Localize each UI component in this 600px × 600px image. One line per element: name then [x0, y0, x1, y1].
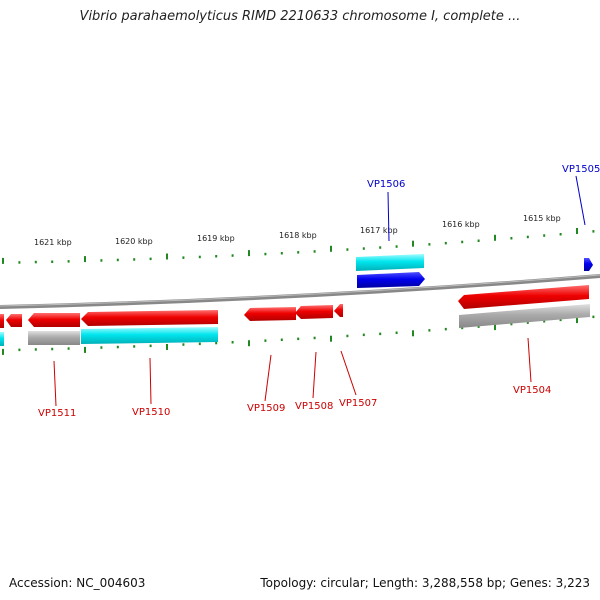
gene-VP1510-feature[interactable]	[81, 310, 218, 344]
gene-label-VP1507[interactable]: VP1507	[339, 398, 377, 409]
leader-VP1505	[575, 175, 586, 226]
leader-VP1506	[387, 191, 390, 242]
gene-arrow-VP1511[interactable]	[28, 313, 80, 327]
outer-scale-ticks	[2, 228, 595, 264]
gene-VP1506-feature[interactable]	[356, 254, 425, 288]
gene-arrow-VP1507[interactable]	[334, 304, 343, 317]
map-title: Vibrio parahaemolyticus RIMD 2210633 chr…	[79, 9, 521, 24]
gene-VP1504-feature[interactable]	[458, 285, 590, 328]
leader-VP1511	[53, 360, 57, 407]
pseudo-feature-VP1504[interactable]	[459, 304, 590, 328]
gene-label-VP1505[interactable]: VP1505	[562, 164, 600, 175]
gene-arrow-left-edge[interactable]	[0, 314, 4, 328]
scale-label-1617: 1617 kbp	[360, 226, 398, 235]
leader-VP1504	[527, 337, 532, 383]
gene-label-VP1506[interactable]: VP1506	[367, 179, 405, 190]
gene-label-VP1508[interactable]: VP1508	[295, 401, 333, 412]
accession-text: Accession: NC_004603	[9, 576, 146, 590]
gene-label-VP1509[interactable]: VP1509	[247, 403, 285, 414]
genome-stats-text: Topology: circular; Length: 3,288,558 bp…	[260, 576, 590, 590]
chromosome-backbone	[0, 274, 600, 309]
gene-arrow-VP1510[interactable]	[81, 310, 218, 326]
pseudo-feature-VP1511[interactable]	[28, 331, 80, 345]
scale-label-1616: 1616 kbp	[442, 220, 480, 229]
leader-VP1510	[149, 357, 152, 405]
scale-label-1618: 1618 kbp	[279, 231, 317, 240]
inner-scale-ticks	[2, 315, 595, 355]
leader-VP1508	[312, 351, 317, 399]
scale-label-1619: 1619 kbp	[197, 234, 235, 243]
leader-VP1507	[340, 350, 357, 396]
gene-arrow-small-left[interactable]	[6, 314, 22, 327]
scale-label-1621: 1621 kbp	[34, 238, 72, 247]
gene-arrow-VP1509[interactable]	[244, 307, 296, 321]
rna-feature-left-edge[interactable]	[0, 332, 4, 346]
gene-VP1511-feature[interactable]	[28, 313, 80, 345]
gene-label-VP1504[interactable]: VP1504	[513, 385, 551, 396]
gene-arrow-VP1504[interactable]	[458, 285, 589, 309]
scale-label-1615: 1615 kbp	[523, 214, 561, 223]
gene-label-VP1510[interactable]: VP1510	[132, 407, 170, 418]
scale-label-1620: 1620 kbp	[115, 237, 153, 246]
gene-arrow-VP1506[interactable]	[357, 272, 425, 288]
gene-arrow-VP1508[interactable]	[295, 305, 333, 319]
gene-label-VP1511[interactable]: VP1511	[38, 408, 76, 419]
leader-VP1509	[264, 354, 272, 402]
gene-arrow-VP1505[interactable]	[584, 258, 593, 271]
chromosome-backbone-highlight	[0, 274, 600, 307]
rna-feature-VP1510[interactable]	[81, 327, 218, 344]
rna-feature-VP1506[interactable]	[356, 254, 424, 271]
